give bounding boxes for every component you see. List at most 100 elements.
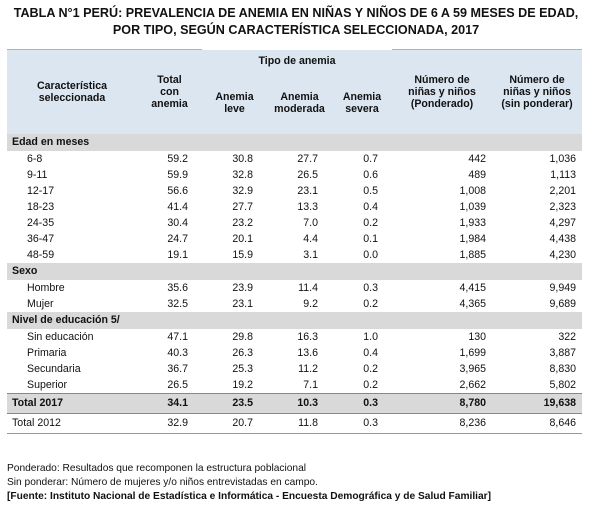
cell-severa: 0.2 xyxy=(332,377,392,394)
cell-sin-ponderar: 2,323 xyxy=(492,199,582,215)
total-2017-row: Total 2017 34.1 23.5 10.3 0.3 8,780 19,638 xyxy=(7,393,582,413)
cell-moderada: 16.3 xyxy=(267,329,332,345)
cell-sin-ponderar: 1,113 xyxy=(492,167,582,183)
cell-sin-ponderar: 4,297 xyxy=(492,215,582,231)
note-ponderado: Ponderado: Resultados que recomponen la … xyxy=(7,462,491,476)
cell-leve: 29.8 xyxy=(202,329,267,345)
cell-label: Primaria xyxy=(7,345,137,361)
header-leve: Anemia leve xyxy=(202,72,267,134)
cell-label: Total 2017 xyxy=(7,393,137,413)
cell-leve: 20.7 xyxy=(202,413,267,433)
note-sin-ponderar: Sin ponderar: Número de mujeres y/o niño… xyxy=(7,476,491,490)
cell-moderada: 7.0 xyxy=(267,215,332,231)
cell-leve: 26.3 xyxy=(202,345,267,361)
cell-total: 19.1 xyxy=(137,247,202,263)
total-2012-row: Total 2012 32.9 20.7 11.8 0.3 8,236 8,646 xyxy=(7,413,582,433)
cell-severa: 0.1 xyxy=(332,231,392,247)
cell-total: 40.3 xyxy=(137,345,202,361)
header-severa: Anemia severa xyxy=(332,72,392,134)
cell-leve: 27.7 xyxy=(202,199,267,215)
table-row: Hombre 35.6 23.9 11.4 0.3 4,415 9,949 xyxy=(7,280,582,296)
cell-total: 30.4 xyxy=(137,215,202,231)
table-row: 48-59 19.1 15.9 3.1 0.0 1,885 4,230 xyxy=(7,247,582,263)
cell-sin-ponderar: 9,689 xyxy=(492,296,582,312)
cell-label: 6-8 xyxy=(7,151,137,167)
cell-sin-ponderar: 19,638 xyxy=(492,393,582,413)
cell-moderada: 10.3 xyxy=(267,393,332,413)
cell-label: Secundaria xyxy=(7,361,137,377)
cell-leve: 32.9 xyxy=(202,183,267,199)
cell-leve: 23.9 xyxy=(202,280,267,296)
cell-ponderado: 3,965 xyxy=(392,361,492,377)
cell-label: Sin educación xyxy=(7,329,137,345)
cell-total: 41.4 xyxy=(137,199,202,215)
cell-ponderado: 1,933 xyxy=(392,215,492,231)
cell-sin-ponderar: 5,802 xyxy=(492,377,582,394)
cell-ponderado: 1,008 xyxy=(392,183,492,199)
cell-leve: 25.3 xyxy=(202,361,267,377)
table-row: 6-8 59.2 30.8 27.7 0.7 442 1,036 xyxy=(7,151,582,167)
section-title: Edad en meses xyxy=(7,134,582,151)
title-line-2: POR TIPO, SEGÚN CARACTERÍSTICA SELECCION… xyxy=(0,22,592,39)
cell-leve: 23.2 xyxy=(202,215,267,231)
cell-leve: 32.8 xyxy=(202,167,267,183)
cell-ponderado: 1,699 xyxy=(392,345,492,361)
cell-leve: 19.2 xyxy=(202,377,267,394)
cell-sin-ponderar: 8,830 xyxy=(492,361,582,377)
cell-ponderado: 4,365 xyxy=(392,296,492,312)
cell-severa: 0.6 xyxy=(332,167,392,183)
cell-severa: 1.0 xyxy=(332,329,392,345)
cell-total: 59.2 xyxy=(137,151,202,167)
cell-total: 59.9 xyxy=(137,167,202,183)
cell-sin-ponderar: 8,646 xyxy=(492,413,582,433)
cell-label: 18-23 xyxy=(7,199,137,215)
cell-total: 47.1 xyxy=(137,329,202,345)
cell-total: 24.7 xyxy=(137,231,202,247)
cell-leve: 20.1 xyxy=(202,231,267,247)
cell-sin-ponderar: 1,036 xyxy=(492,151,582,167)
cell-total: 32.5 xyxy=(137,296,202,312)
cell-label: Superior xyxy=(7,377,137,394)
cell-ponderado: 8,780 xyxy=(392,393,492,413)
cell-moderada: 3.1 xyxy=(267,247,332,263)
cell-ponderado: 1,039 xyxy=(392,199,492,215)
cell-severa: 0.2 xyxy=(332,215,392,231)
cell-label: 12-17 xyxy=(7,183,137,199)
cell-label: 24-35 xyxy=(7,215,137,231)
cell-ponderado: 1,984 xyxy=(392,231,492,247)
notes: Ponderado: Resultados que recomponen la … xyxy=(7,462,491,504)
cell-moderada: 11.2 xyxy=(267,361,332,377)
table-title: TABLA N°1 PERÚ: PREVALENCIA DE ANEMIA EN… xyxy=(0,0,592,39)
cell-sin-ponderar: 4,230 xyxy=(492,247,582,263)
cell-moderada: 23.1 xyxy=(267,183,332,199)
cell-severa: 0.3 xyxy=(332,393,392,413)
section-title: Nivel de educación 5/ xyxy=(7,312,582,329)
header-tipo-anemia: Tipo de anemia xyxy=(202,50,392,72)
table-row: 12-17 56.6 32.9 23.1 0.5 1,008 2,201 xyxy=(7,183,582,199)
cell-ponderado: 442 xyxy=(392,151,492,167)
section-header: Nivel de educación 5/ xyxy=(7,312,582,329)
cell-label: Hombre xyxy=(7,280,137,296)
section-header: Edad en meses xyxy=(7,134,582,151)
cell-leve: 30.8 xyxy=(202,151,267,167)
table-row: 36-47 24.7 20.1 4.4 0.1 1,984 4,438 xyxy=(7,231,582,247)
table-row: 24-35 30.4 23.2 7.0 0.2 1,933 4,297 xyxy=(7,215,582,231)
section-title: Sexo xyxy=(7,263,582,280)
cell-label: Total 2012 xyxy=(7,413,137,433)
cell-sin-ponderar: 3,887 xyxy=(492,345,582,361)
cell-moderada: 11.4 xyxy=(267,280,332,296)
cell-sin-ponderar: 9,949 xyxy=(492,280,582,296)
cell-leve: 23.5 xyxy=(202,393,267,413)
cell-ponderado: 4,415 xyxy=(392,280,492,296)
cell-severa: 0.3 xyxy=(332,413,392,433)
header-moderada: Anemia moderada xyxy=(267,72,332,134)
table-row: Superior 26.5 19.2 7.1 0.2 2,662 5,802 xyxy=(7,377,582,394)
cell-total: 36.7 xyxy=(137,361,202,377)
cell-severa: 0.5 xyxy=(332,183,392,199)
cell-total: 32.9 xyxy=(137,413,202,433)
cell-severa: 0.7 xyxy=(332,151,392,167)
cell-label: 48-59 xyxy=(7,247,137,263)
cell-total: 34.1 xyxy=(137,393,202,413)
cell-label: 9-11 xyxy=(7,167,137,183)
